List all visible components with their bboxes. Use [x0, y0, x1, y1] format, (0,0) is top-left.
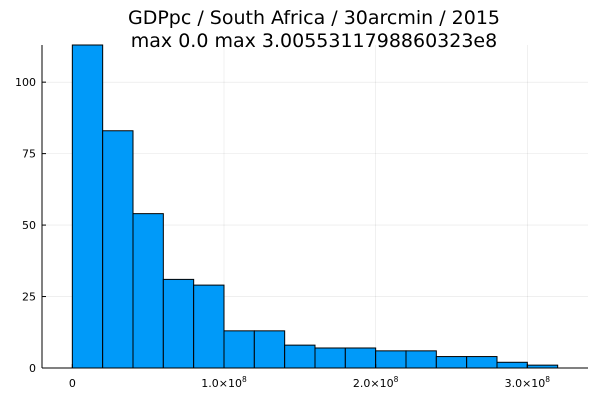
histogram-bar-3 [162, 278, 195, 369]
histogram-bar-4 [193, 284, 225, 369]
histogram-bar-2 [132, 213, 164, 369]
y-tick-label-2: 50 [22, 219, 36, 232]
chart-title-line-1: GDPpc / South Africa / 30arcmin / 2015 [128, 7, 500, 29]
x-tick-exponent-1: 8 [242, 375, 247, 384]
bar-layer [71, 44, 559, 369]
histogram-bar-5 [223, 330, 255, 369]
histogram-bar-8 [314, 347, 346, 369]
x-tick-label-1: 1.0×108 [201, 375, 247, 390]
histogram-bar-9 [344, 347, 377, 369]
y-tick-label-0: 0 [29, 362, 36, 375]
y-tick-label-3: 75 [22, 148, 36, 161]
x-tick-label-3: 3.0×108 [505, 375, 551, 390]
histogram-bar-11 [405, 350, 437, 369]
tick-label-layer: 0 25 50 75 100 0 1.0×108 2.0×108 3.0×108 [15, 76, 550, 390]
histogram-bar-10 [375, 350, 407, 369]
y-tick-label-1: 25 [22, 291, 36, 304]
x-tick-exponent-2: 8 [394, 375, 399, 384]
histogram-bar-13 [466, 356, 498, 369]
histogram-bar-1 [102, 130, 134, 369]
histogram-bar-6 [253, 330, 286, 369]
chart-title-line-2: max 0.0 max 3.0055311798860323e8 [131, 30, 497, 52]
histogram-bar-14 [496, 361, 528, 369]
x-tick-label-0: 0 [69, 377, 76, 390]
x-tick-label-2: 2.0×108 [353, 375, 399, 390]
y-tick-label-4: 100 [15, 76, 36, 89]
axis-layer [41, 45, 588, 369]
x-tick-exponent-3: 8 [545, 375, 550, 384]
histogram-bar-0 [71, 44, 104, 369]
histogram-bar-7 [284, 344, 316, 369]
histogram-bar-12 [435, 356, 468, 369]
